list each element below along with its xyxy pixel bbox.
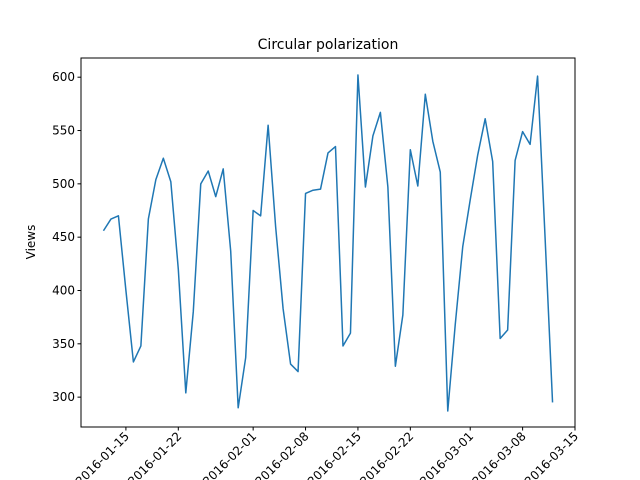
x-tick-label: 2016-02-08 (252, 429, 311, 480)
x-tick-label: 2016-02-22 (357, 429, 416, 480)
x-tick-label: 2016-02-15 (305, 429, 364, 480)
x-tick-label: 2016-01-22 (125, 429, 184, 480)
x-tick-label: 2016-02-01 (200, 429, 259, 480)
x-tick-label: 2016-03-08 (470, 429, 529, 480)
y-tick-label: 300 (52, 390, 75, 404)
y-axis-label: Views (24, 225, 38, 260)
line-series (102, 74, 554, 412)
y-tick-label: 350 (52, 337, 75, 351)
x-tick-label: 2016-03-01 (417, 429, 476, 480)
x-tick-label: 2016-03-15 (522, 429, 581, 480)
y-tick-label: 550 (52, 124, 75, 138)
axes-frame (80, 57, 576, 428)
y-tick-label: 500 (52, 177, 75, 191)
x-tick-label: 2016-01-15 (73, 429, 132, 480)
y-tick-label: 450 (52, 230, 75, 244)
y-tick-label: 600 (52, 70, 75, 84)
y-tick-label: 400 (52, 283, 75, 297)
chart-title: Circular polarization (258, 37, 399, 53)
